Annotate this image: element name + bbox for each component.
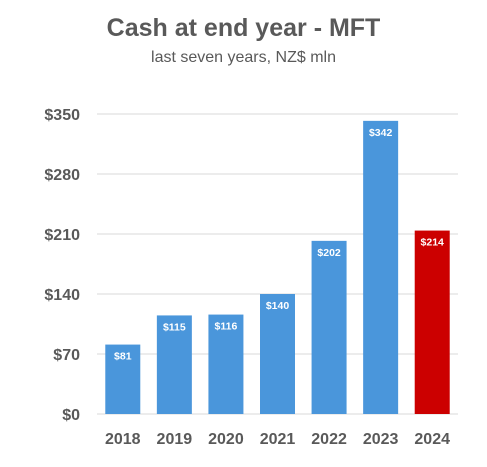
y-tick-label: $0	[62, 407, 80, 424]
x-tick-label: 2023	[363, 431, 399, 448]
x-tick-label: 2022	[311, 431, 347, 448]
bar-value-label: $202	[317, 247, 341, 259]
bar	[311, 240, 347, 414]
chart-subtitle: last seven years, NZ$ mln	[151, 49, 336, 66]
x-tick-label: 2020	[208, 431, 244, 448]
x-tick-label: 2018	[105, 431, 141, 448]
y-tick-label: $70	[53, 347, 80, 364]
x-tick-label: 2021	[260, 431, 296, 448]
bar-value-labels: $81 $115 $116 $140 $202 $342 $214	[114, 127, 444, 363]
bar-value-label: $140	[266, 300, 290, 312]
x-tick-label: 2024	[414, 431, 450, 448]
bar	[208, 314, 244, 414]
y-tick-label: $350	[44, 107, 80, 124]
y-tick-label: $140	[44, 287, 80, 304]
bar-value-label: $214	[421, 237, 445, 249]
chart-title: Cash at end year - MFT	[106, 14, 381, 42]
bar	[260, 294, 295, 414]
bar	[363, 120, 399, 414]
bar-value-label: $115	[163, 321, 186, 333]
bar-value-label: $342	[369, 127, 393, 139]
y-axis-tick-labels: $0 $70 $140 $210 $280 $350	[44, 107, 80, 424]
bar-value-label: $116	[215, 321, 238, 333]
bar	[414, 230, 450, 414]
bars	[105, 120, 450, 414]
bar-value-label: $81	[114, 351, 132, 363]
bar	[156, 315, 192, 414]
bar	[105, 344, 141, 414]
y-tick-label: $210	[44, 227, 80, 244]
x-axis-tick-labels: 2018 2019 2020 2021 2022 2023 2024	[105, 431, 450, 448]
y-tick-label: $280	[44, 167, 80, 184]
x-tick-label: 2019	[157, 431, 193, 448]
